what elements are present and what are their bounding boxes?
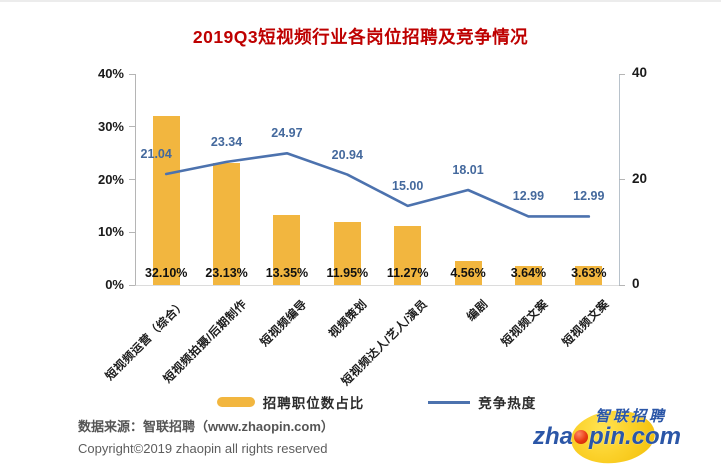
line-value-label: 21.04 [140, 147, 172, 161]
left-axis-label: 40% [97, 66, 124, 81]
line-value-label: 20.94 [331, 147, 363, 162]
competition-line-chart [164, 151, 591, 218]
logo-brand-cn: 智联招聘 [595, 408, 668, 425]
left-axis-label: 30% [97, 118, 124, 134]
bar-series-swatch-icon [216, 397, 255, 407]
left-axis-label: 20% [97, 171, 124, 187]
bar-value-label: 3.64% [510, 266, 547, 280]
bar [333, 221, 361, 285]
right-axis-label: 40 [632, 65, 648, 80]
bar [273, 214, 301, 285]
plot-area: 0% 10% 20% 30% 40% 0 20 40 32.10% 23.13% 13.35% 11.… [98, 65, 647, 292]
left-axis-tick [129, 284, 135, 286]
bar-value-label: 3.63% [571, 266, 607, 280]
legend-item-line: 竞争热度 [428, 392, 536, 412]
left-axis-label: 0% [105, 277, 124, 292]
category-axis-labels: 短视频运营（综合） 短视频拍摄/后期制作 短视频编导 视频策划 短视频达人/艺人/演员编… [104, 291, 618, 403]
category-label: 编剧 [465, 298, 491, 324]
data-source-text: 数据来源：智联招聘（www.zhaopin.com） [78, 419, 334, 434]
left-axis-tick [129, 231, 135, 233]
line-value-label: 12.99 [573, 189, 605, 204]
footer: 数据来源：智联招聘（www.zhaopin.com） Copyright©201… [78, 416, 334, 460]
line-value-label: 24.97 [271, 126, 303, 141]
bar-value-label: 11.27% [386, 266, 429, 280]
zhaopin-logo: 智联招聘 zha pin.com [531, 399, 715, 471]
bar-value-label: 23.13% [205, 266, 248, 280]
right-axis-label: 0 [632, 276, 640, 291]
bar-value-label: 11.95% [326, 266, 369, 280]
bar [454, 260, 482, 285]
line-value-label: 15.00 [392, 178, 424, 193]
category-label: 短视频文案 [500, 298, 552, 350]
category-label: 短视频编导 [258, 298, 310, 350]
right-axis-tick [619, 179, 625, 180]
left-axis-tick [129, 126, 135, 128]
legend-line-label: 竞争热度 [478, 396, 537, 411]
bar [394, 225, 422, 285]
bar [152, 115, 180, 285]
left-axis-tick [129, 73, 135, 75]
category-label: 短视频文案 [560, 298, 612, 350]
line-series-swatch-icon [428, 400, 471, 404]
bar [514, 265, 542, 285]
category-label: 视频策划 [327, 298, 370, 341]
right-axis-label: 20 [632, 170, 648, 186]
logo-brand-en: zha pin.com [533, 423, 681, 451]
line-value-label: 23.34 [210, 134, 243, 149]
legend-item-bar: 招聘职位数占比 [216, 392, 365, 412]
left-axis-tick [129, 179, 135, 180]
legend: 招聘职位数占比 竞争热度 [135, 392, 618, 412]
copyright-text: Copyright©2019 zhaopin all rights reserv… [78, 441, 328, 456]
bar [575, 265, 603, 285]
logo-red-dot-icon [574, 430, 589, 444]
logo-en-pre: zha [533, 423, 574, 450]
right-axis-tick [619, 73, 625, 75]
line-value-label: 18.01 [452, 162, 484, 177]
legend-bar-label: 招聘职位数占比 [262, 396, 365, 411]
logo-en-post: pin.com [589, 423, 682, 450]
line-value-label: 12.99 [512, 189, 545, 204]
left-axis-label: 10% [97, 224, 124, 240]
bar-value-label: 4.56% [450, 266, 486, 280]
bar-value-label: 32.10% [144, 266, 188, 280]
right-axis-tick [619, 284, 625, 286]
bar [213, 163, 241, 285]
bar-value-label: 13.35% [265, 266, 309, 280]
chart-title: 2019Q3短视频行业各岗位招聘及竞争情况 [192, 27, 529, 47]
